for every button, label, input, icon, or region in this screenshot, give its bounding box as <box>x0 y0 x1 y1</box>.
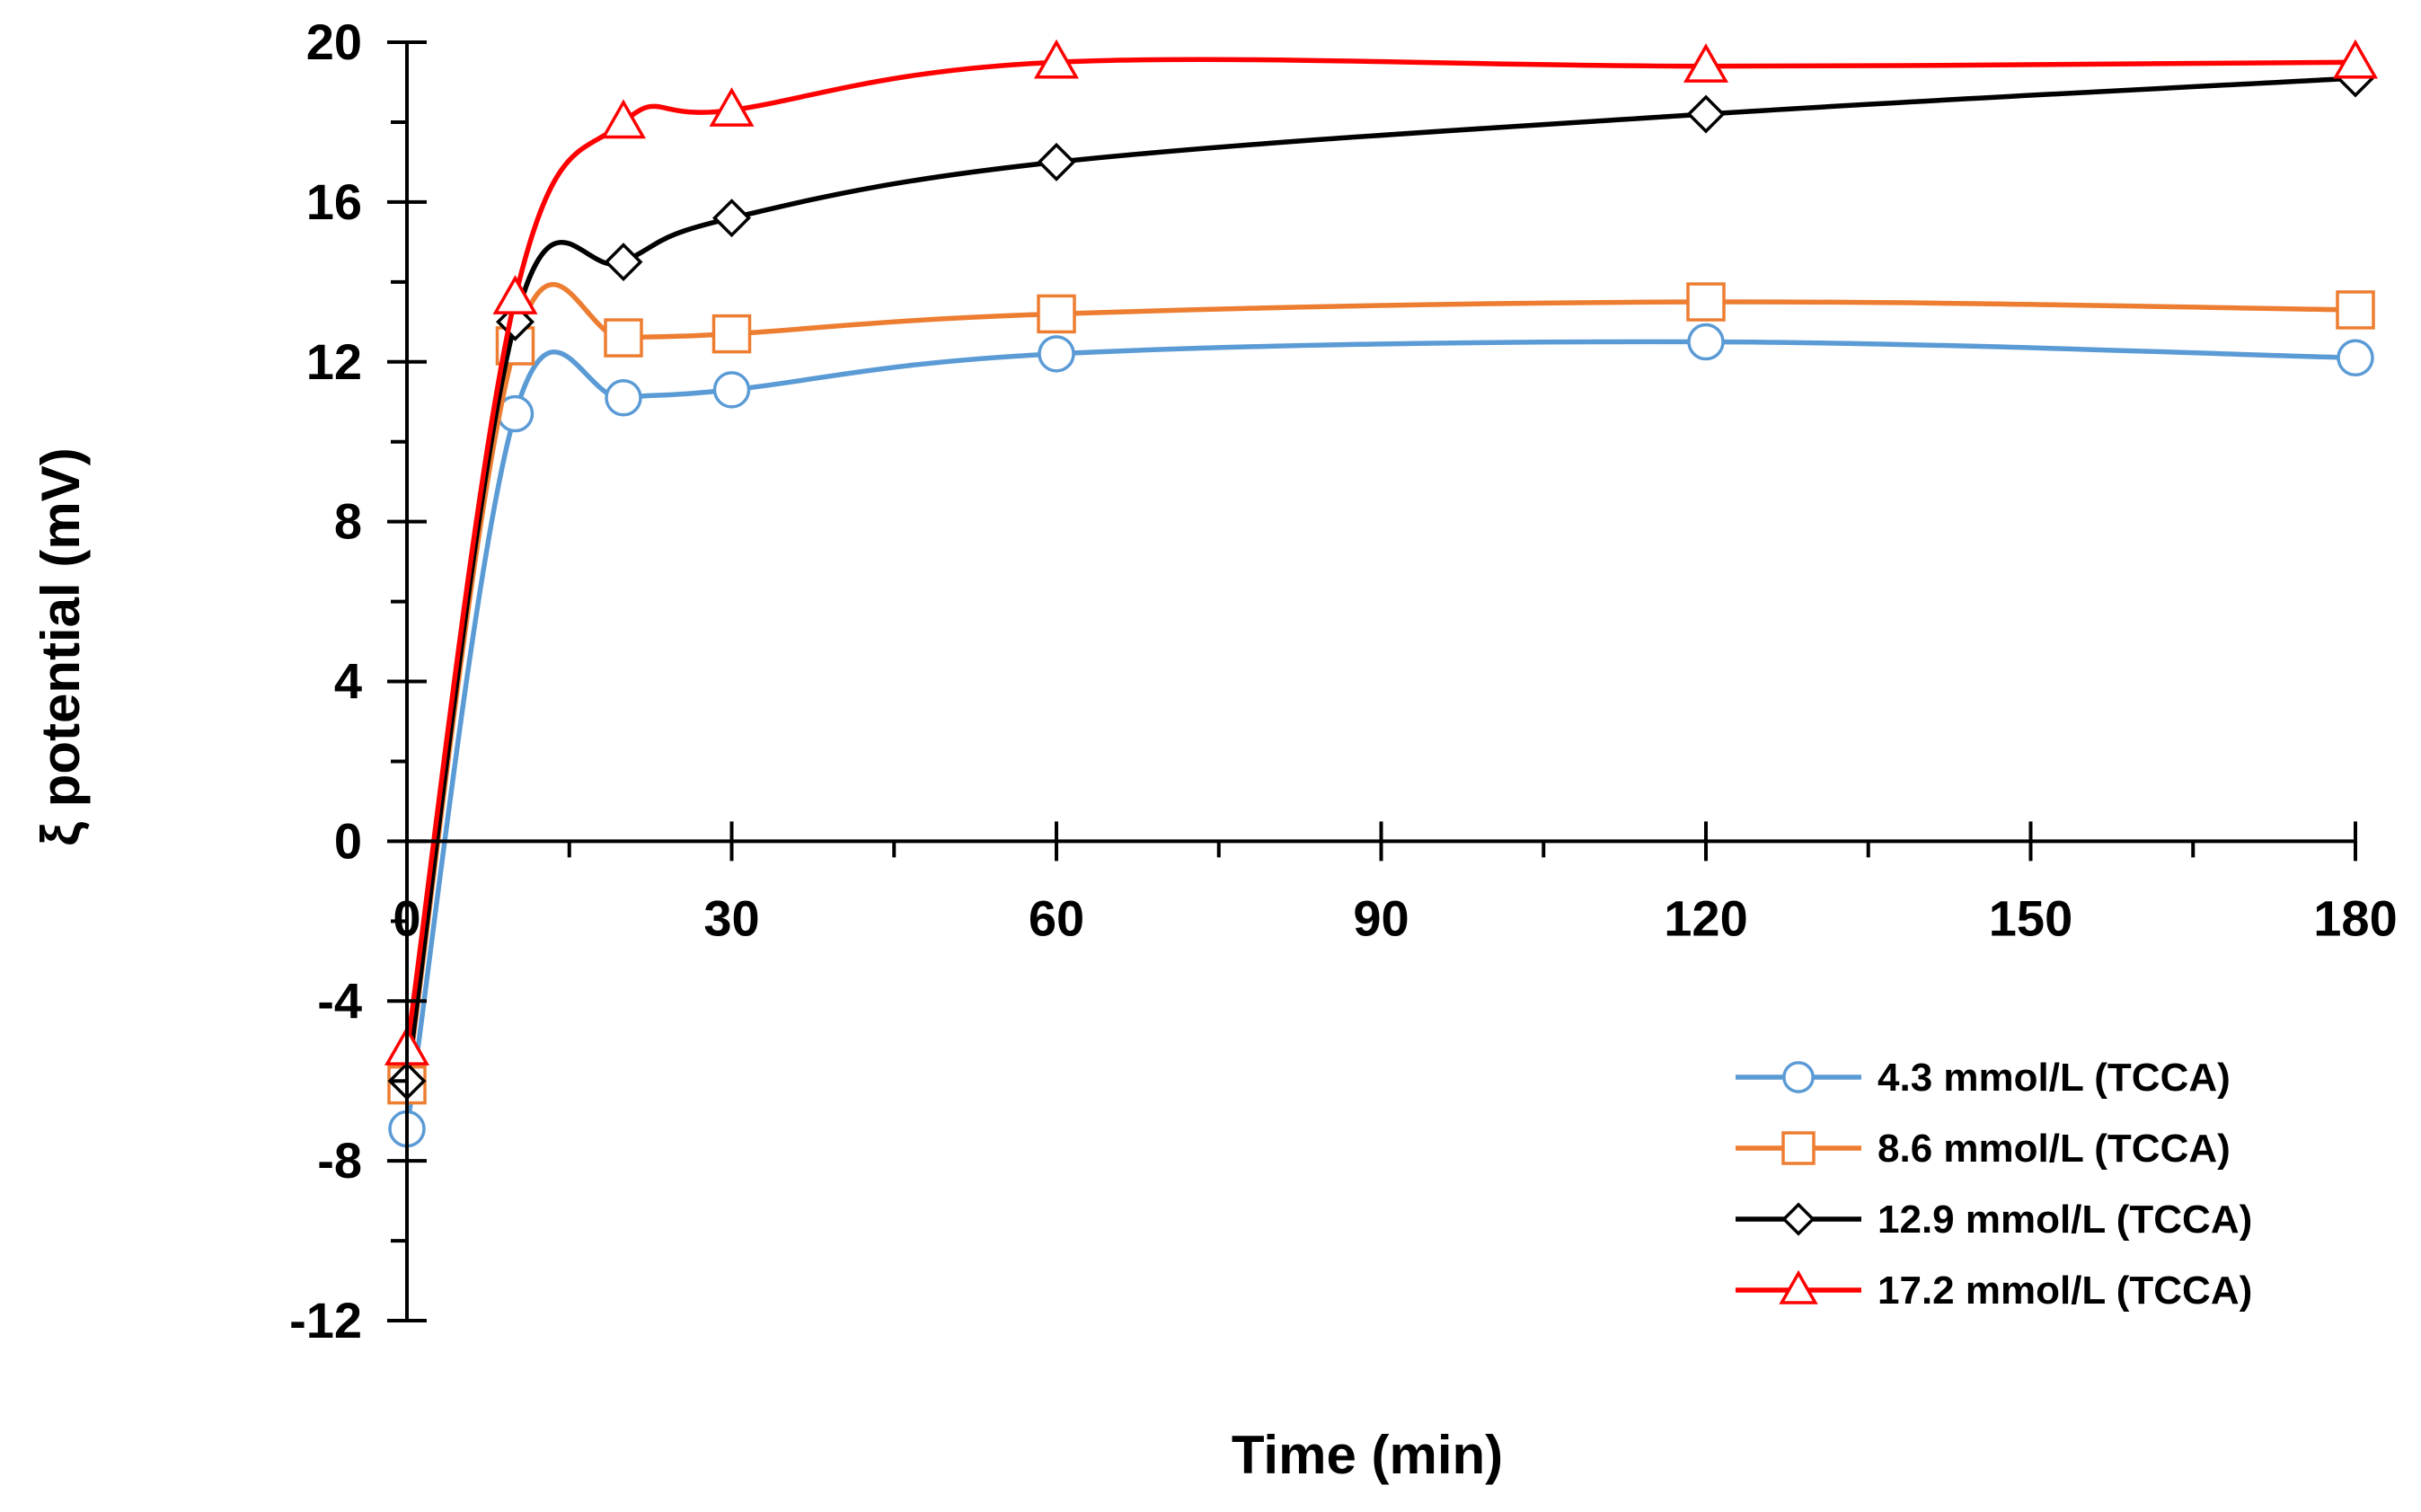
legend-swatch-marker <box>1781 1202 1816 1236</box>
legend: 4.3 mmol/L (TCCA) 8.6 mmol/L (TCCA) 12.9 m… <box>1736 1056 2252 1313</box>
x-tick-label: 0 <box>393 889 420 946</box>
data-point <box>605 379 642 417</box>
x-tick-label: 150 <box>1989 889 2072 946</box>
data-point <box>711 314 752 354</box>
y-tick-label: 16 <box>306 173 362 230</box>
x-axis-title: Time (min) <box>1232 1425 1503 1485</box>
y-tick-label: 0 <box>334 812 362 869</box>
data-point <box>2337 339 2374 377</box>
data-point <box>2336 290 2375 330</box>
data-point <box>492 275 538 314</box>
y-tick-label: -4 <box>317 972 362 1029</box>
data-point <box>1683 43 1729 83</box>
data-point <box>712 371 751 409</box>
y-tick-label: 4 <box>334 653 362 710</box>
legend-swatch-marker <box>1782 1061 1815 1093</box>
data-point <box>1687 323 1725 361</box>
legend-swatch-marker <box>1779 1269 1818 1304</box>
x-tick-label: 60 <box>1029 889 1084 946</box>
x-tick-label: 90 <box>1353 889 1409 946</box>
series-4 <box>384 39 2379 1065</box>
legend-label: 12.9 mmol/L (TCCA) <box>1878 1198 2252 1242</box>
x-tick-label: 120 <box>1664 889 1747 946</box>
data-point <box>1037 294 1076 334</box>
y-tick-label: 20 <box>306 13 362 70</box>
legend-item: 4.3 mmol/L (TCCA) <box>1736 1056 2231 1100</box>
data-point <box>1038 335 1075 373</box>
legend-item: 8.6 mmol/L (TCCA) <box>1736 1127 2231 1171</box>
plot-area <box>384 39 2379 1148</box>
data-point <box>1033 39 1080 79</box>
data-point <box>2332 39 2379 79</box>
legend-item: 12.9 mmol/L (TCCA) <box>1736 1198 2252 1242</box>
y-tick-label: -12 <box>289 1292 362 1348</box>
data-point <box>1686 94 1726 134</box>
legend-swatch-marker <box>1781 1131 1816 1165</box>
series-line <box>404 57 2358 1052</box>
y-tick-label: 8 <box>334 493 362 550</box>
data-point <box>604 318 643 358</box>
series-line <box>404 75 2358 1083</box>
series-2 <box>387 282 2375 1105</box>
data-point <box>712 199 751 238</box>
series-3 <box>387 58 2375 1101</box>
y-axis-title: ξ potential (mV) <box>31 447 91 845</box>
series-1 <box>388 323 2374 1148</box>
y-tick-label: -8 <box>317 1132 362 1189</box>
legend-item: 17.2 mmol/L (TCCA) <box>1736 1269 2252 1313</box>
data-point <box>1686 282 1726 322</box>
data-point <box>600 99 647 139</box>
data-point <box>604 243 643 282</box>
legend-label: 8.6 mmol/L (TCCA) <box>1878 1127 2231 1171</box>
y-tick-label: 12 <box>306 333 362 390</box>
legend-label: 4.3 mmol/L (TCCA) <box>1878 1056 2231 1100</box>
legend-label: 17.2 mmol/L (TCCA) <box>1878 1269 2252 1313</box>
data-point <box>709 87 755 127</box>
x-tick-label: 180 <box>2313 889 2397 946</box>
axes: -12 -8 -4 0 4 8 12 16 20 0 30 60 90 120 150 180 <box>289 13 2398 1348</box>
series-line <box>404 339 2358 1132</box>
x-tick-label: 30 <box>703 889 759 946</box>
data-point <box>1037 142 1076 181</box>
series-line <box>404 282 2358 1088</box>
